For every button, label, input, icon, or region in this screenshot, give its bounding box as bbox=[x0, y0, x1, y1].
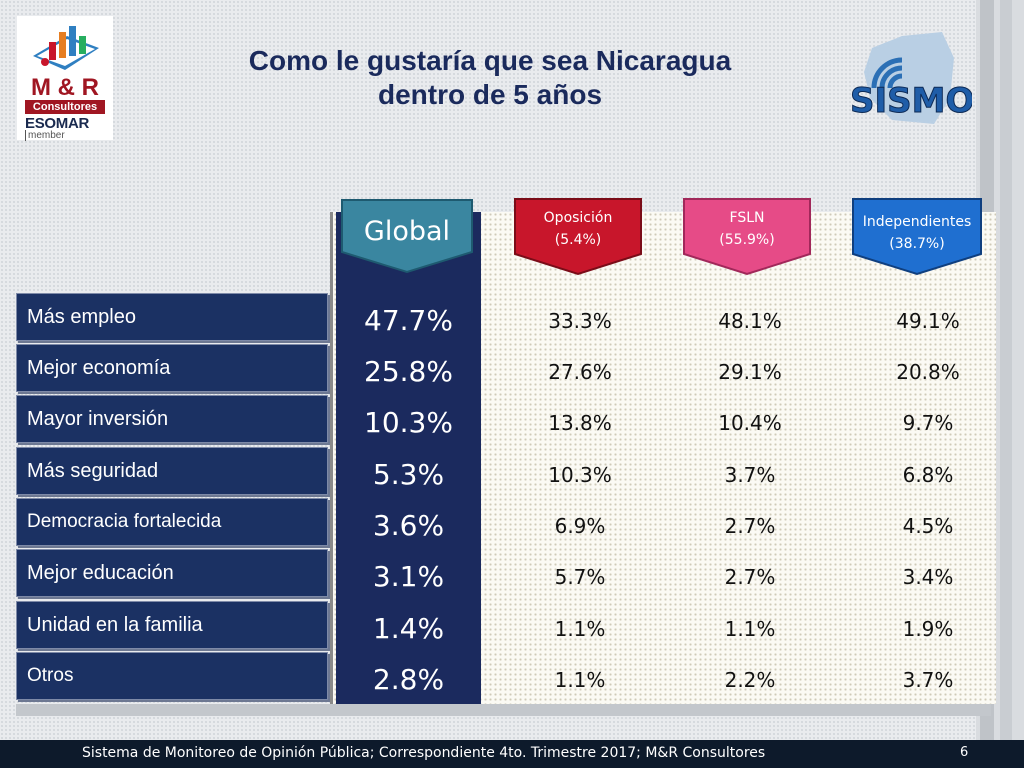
header-global: Global bbox=[338, 196, 476, 274]
sismo-wordmark: SISMO bbox=[850, 81, 972, 121]
fsln-value: 1.1% bbox=[724, 617, 776, 641]
header-oposicion-sub: (5.4%) bbox=[554, 232, 602, 248]
mr-brand: M & R bbox=[31, 74, 99, 101]
independientes-value: 20.8% bbox=[896, 360, 960, 384]
fsln-value: 48.1% bbox=[718, 309, 782, 333]
independientes-value: 1.9% bbox=[902, 617, 954, 641]
esomar-text: ESOMAR bbox=[25, 115, 90, 132]
independientes-value: 49.1% bbox=[896, 309, 960, 333]
row-label-mas-empleo: Más empleo bbox=[16, 293, 328, 341]
row-label-democracia: Democracia fortalecida bbox=[16, 498, 328, 546]
row-label-mas-seguridad: Más seguridad bbox=[16, 447, 328, 495]
panel-shadow bbox=[16, 704, 991, 716]
title-line-1: Como le gustaría que sea Nicaragua bbox=[248, 45, 732, 76]
row-label-mejor-economia: Mejor economía bbox=[16, 344, 328, 392]
header-fsln-label: FSLN bbox=[729, 210, 765, 226]
nicaragua-map-icon: SISMO bbox=[850, 32, 975, 124]
independientes-value: 3.4% bbox=[902, 565, 954, 589]
fsln-value: 2.7% bbox=[724, 514, 776, 538]
independientes-value: 3.7% bbox=[902, 668, 954, 692]
oposicion-value: 13.8% bbox=[548, 411, 612, 435]
member-text: member bbox=[25, 130, 65, 141]
fsln-value: 29.1% bbox=[718, 360, 782, 384]
row-label-unidad-familia: Unidad en la familia bbox=[16, 601, 328, 649]
global-value: 5.3% bbox=[372, 458, 445, 491]
oposicion-value: 1.1% bbox=[554, 668, 606, 692]
page-number: 6 bbox=[960, 745, 969, 760]
independientes-value: 9.7% bbox=[902, 411, 954, 435]
oposicion-value: 27.6% bbox=[548, 360, 612, 384]
fsln-value: 2.2% bbox=[724, 668, 776, 692]
footer-bar: Sistema de Monitoreo de Opinión Pública;… bbox=[0, 740, 1024, 768]
global-value: 3.6% bbox=[372, 509, 445, 542]
slide-title: Como le gustaría que sea Nicaragua dentr… bbox=[160, 44, 820, 112]
header-oposicion-label: Oposición bbox=[543, 210, 613, 226]
independientes-value: 4.5% bbox=[902, 514, 954, 538]
mr-sub: Consultores bbox=[25, 100, 105, 114]
global-value: 47.7% bbox=[364, 304, 453, 337]
oposicion-value: 1.1% bbox=[554, 617, 606, 641]
row-label-mayor-inversion: Mayor inversión bbox=[16, 395, 328, 443]
global-value: 3.1% bbox=[372, 560, 445, 593]
header-oposicion: Oposición (5.4%) bbox=[512, 196, 644, 276]
global-value: 25.8% bbox=[364, 355, 453, 388]
header-independientes-sub: (38.7%) bbox=[889, 236, 945, 252]
header-global-label: Global bbox=[363, 216, 451, 247]
global-value: 2.8% bbox=[372, 663, 445, 696]
row-label-otros: Otros bbox=[16, 652, 328, 700]
oposicion-value: 33.3% bbox=[548, 309, 612, 333]
sismo-logo: SISMO bbox=[842, 28, 975, 138]
global-value: 1.4% bbox=[372, 612, 445, 645]
fsln-value: 2.7% bbox=[724, 565, 776, 589]
header-independientes: Independientes (38.7%) bbox=[850, 196, 984, 276]
header-independientes-label: Independientes bbox=[862, 214, 972, 230]
chart-graphic-icon bbox=[33, 26, 99, 70]
fsln-value: 3.7% bbox=[724, 463, 776, 487]
independientes-value: 6.8% bbox=[902, 463, 954, 487]
global-value: 10.3% bbox=[364, 406, 453, 439]
global-column bbox=[336, 212, 481, 704]
row-label-mejor-educacion: Mejor educación bbox=[16, 549, 328, 597]
oposicion-value: 5.7% bbox=[554, 565, 606, 589]
oposicion-value: 10.3% bbox=[548, 463, 612, 487]
header-fsln: FSLN (55.9%) bbox=[681, 196, 813, 276]
fsln-value: 10.4% bbox=[718, 411, 782, 435]
footer-text: Sistema de Monitoreo de Opinión Pública;… bbox=[82, 745, 766, 761]
title-line-2: dentro de 5 años bbox=[377, 79, 603, 110]
oposicion-value: 6.9% bbox=[554, 514, 606, 538]
mr-consultores-logo: M & R Consultores ESOMAR member bbox=[17, 16, 113, 141]
header-fsln-sub: (55.9%) bbox=[719, 232, 775, 248]
